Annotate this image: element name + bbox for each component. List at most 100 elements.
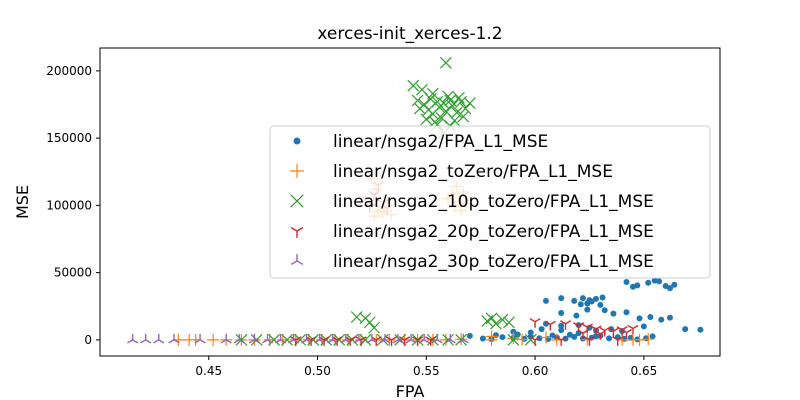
data-point (642, 333, 655, 346)
data-point (307, 333, 320, 346)
data-point (431, 333, 443, 344)
data-point (466, 332, 473, 339)
data-point (168, 333, 180, 344)
x-axis-ticks: 0.45 0.50 0.55 0.60 0.65 (195, 356, 657, 378)
data-point (405, 333, 417, 344)
data-point (542, 297, 549, 304)
data-point (606, 335, 613, 342)
data-point (420, 113, 433, 126)
data-point (573, 312, 580, 319)
data-point (507, 333, 520, 346)
x-tick-label: 0.60 (522, 364, 549, 378)
data-point (490, 317, 502, 330)
y-axis-ticks: 0 50000 100000 150000 200000 (46, 64, 100, 347)
data-point (577, 329, 589, 340)
data-point (376, 333, 389, 346)
data-point (538, 326, 545, 333)
x-axis-label: FPA (396, 382, 425, 400)
data-point (333, 333, 346, 346)
legend-items: linear/nsga2/FPA_L1_MSE linear/nsga2_toZe… (290, 132, 654, 272)
legend: linear/nsga2/FPA_L1_MSE linear/nsga2_toZe… (269, 125, 711, 279)
data-point (658, 316, 665, 323)
data-point (629, 283, 636, 290)
x-tick-label: 0.65 (631, 364, 658, 378)
data-point (233, 333, 245, 344)
series-3 (235, 56, 537, 346)
data-point (288, 333, 300, 344)
x-tick-label: 0.45 (195, 364, 222, 378)
data-point (507, 332, 520, 345)
data-point (459, 102, 472, 115)
data-point (671, 281, 678, 288)
data-point (571, 297, 578, 304)
data-point (281, 333, 294, 346)
y-axis-label: MSE (13, 185, 32, 219)
data-point (594, 330, 606, 340)
data-point (649, 333, 656, 340)
data-point (579, 295, 586, 302)
legend-box (269, 125, 711, 279)
data-point (601, 307, 608, 314)
data-point (562, 335, 569, 342)
data-point (577, 301, 584, 308)
data-point (566, 331, 573, 338)
data-point (385, 336, 398, 346)
data-point (527, 329, 534, 336)
data-point (558, 309, 565, 316)
data-point (425, 336, 437, 346)
data-point (437, 97, 450, 110)
data-point (485, 330, 498, 343)
data-point (647, 313, 654, 320)
data-point (529, 336, 541, 346)
legend-entry: linear/nsga2_20p_toZero/FPA_L1_MSE (290, 222, 654, 242)
legend-entry: linear/nsga2_10p_toZero/FPA_L1_MSE (290, 192, 654, 212)
data-point (463, 97, 476, 110)
data-point (301, 333, 313, 344)
data-point (503, 316, 515, 329)
legend-label: linear/nsga2_20p_toZero/FPA_L1_MSE (333, 222, 654, 242)
data-point (479, 335, 486, 342)
data-point (220, 333, 232, 344)
data-point (583, 336, 596, 346)
data-point (455, 333, 468, 346)
data-point (536, 335, 543, 342)
data-point (346, 333, 359, 346)
data-point (140, 333, 152, 344)
data-point (492, 332, 499, 339)
data-point (627, 324, 639, 335)
data-point (544, 320, 556, 331)
data-point (636, 315, 643, 322)
data-point (442, 90, 454, 103)
data-point (261, 333, 274, 344)
data-point (584, 306, 591, 313)
y-tick-label: 0 (84, 333, 92, 347)
legend-label: linear/nsga2_10p_toZero/FPA_L1_MSE (333, 192, 654, 212)
data-point (444, 333, 456, 344)
data-point (457, 110, 470, 123)
data-point (366, 333, 378, 344)
data-point (597, 301, 604, 308)
data-point (697, 326, 704, 333)
data-point (314, 333, 326, 344)
data-point (453, 91, 465, 104)
data-point (610, 310, 617, 317)
plot-frame (99, 47, 721, 357)
data-point (514, 331, 521, 338)
data-point (235, 333, 248, 346)
data-point (320, 333, 333, 346)
legend-label: linear/nsga2/FPA_L1_MSE (333, 132, 548, 152)
data-point (555, 336, 567, 346)
data-point (363, 316, 376, 329)
data-point (412, 336, 424, 346)
data-point (588, 298, 595, 305)
data-point (558, 295, 565, 302)
y-tick-label: 200000 (46, 64, 92, 78)
y-tick-label: 50000 (54, 266, 92, 280)
data-point (250, 333, 263, 346)
data-point (194, 333, 206, 344)
data-point (442, 333, 454, 346)
data-point (558, 327, 565, 334)
data-point (616, 326, 628, 336)
legend-marker (290, 254, 304, 266)
